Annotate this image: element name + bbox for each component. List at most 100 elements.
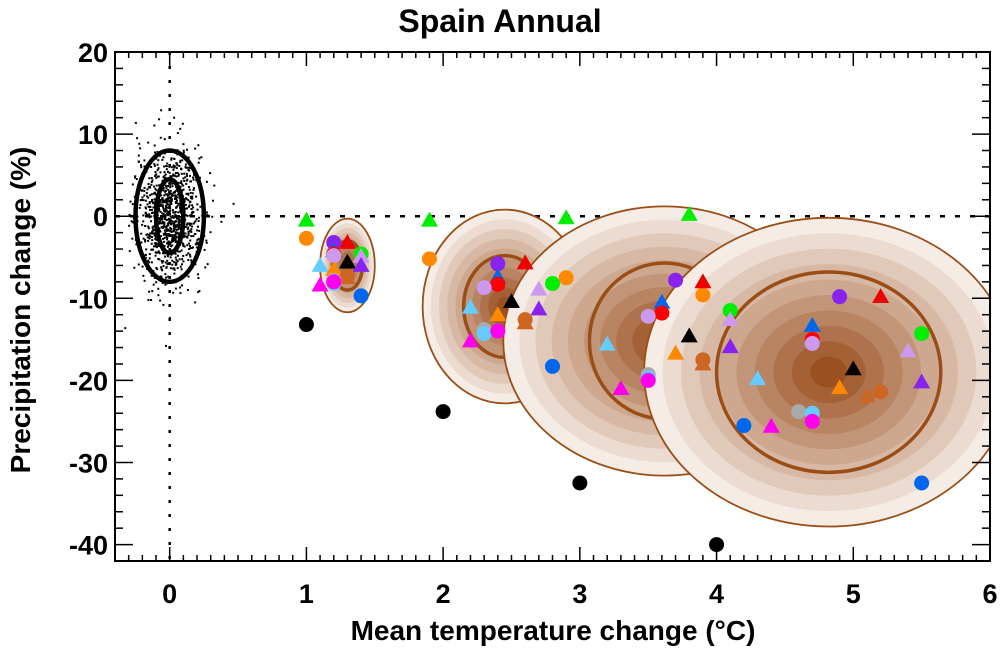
nv-scatter-point bbox=[183, 172, 186, 175]
red-triangle-marker bbox=[694, 273, 712, 289]
nv-scatter-point bbox=[163, 223, 166, 226]
nv-scatter-point bbox=[232, 202, 235, 205]
nv-scatter-point bbox=[166, 224, 169, 227]
nv-scatter-point bbox=[163, 165, 166, 168]
nv-scatter-point bbox=[197, 237, 200, 240]
nv-scatter-point bbox=[179, 159, 182, 162]
nv-scatter-point bbox=[183, 198, 186, 201]
lavender-triangle-marker bbox=[352, 247, 370, 263]
nv-scatter-point bbox=[168, 182, 171, 185]
nv-scatter-point bbox=[170, 202, 173, 205]
black-circle-marker bbox=[709, 537, 725, 553]
nv-scatter-point bbox=[163, 244, 166, 247]
nv-scatter-point bbox=[171, 235, 174, 238]
nv-scatter-point bbox=[197, 241, 200, 244]
nv-scatter-point bbox=[141, 196, 144, 199]
lavender-triangle-marker bbox=[899, 342, 917, 358]
nv-scatter-point bbox=[164, 190, 167, 193]
x-tick-label: 3 bbox=[572, 579, 587, 609]
nv-scatter-point bbox=[206, 213, 209, 216]
nv-scatter-point bbox=[185, 223, 188, 226]
nv-scatter-point bbox=[184, 232, 187, 235]
nv-scatter-point bbox=[170, 166, 173, 169]
red-triangle-marker bbox=[516, 254, 534, 270]
nv-scatter-point bbox=[161, 220, 164, 223]
nv-scatter-point bbox=[157, 167, 160, 170]
nv-scatter-point bbox=[164, 173, 167, 176]
nv-scatter-point bbox=[173, 268, 176, 271]
nv-scatter-point bbox=[176, 231, 179, 234]
nv-scatter-point bbox=[165, 234, 168, 237]
nv-scatter-point bbox=[174, 252, 177, 255]
nv-scatter-point bbox=[163, 224, 166, 227]
nv-scatter-point bbox=[155, 173, 158, 176]
nv-scatter-point bbox=[189, 200, 192, 203]
nv-scatter-point bbox=[130, 220, 133, 223]
nv-scatter-point bbox=[168, 206, 171, 209]
skyblue-circle-marker bbox=[476, 326, 492, 342]
nv-scatter-point bbox=[128, 213, 131, 216]
nv-scatter-point bbox=[171, 182, 174, 185]
nv-scatter-point bbox=[131, 183, 134, 186]
nv-scatter-point bbox=[183, 245, 186, 248]
nv-scatter-point bbox=[189, 191, 192, 194]
nv-scatter-point bbox=[151, 239, 154, 242]
nv-scatter-point bbox=[187, 232, 190, 235]
nv-scatter-point bbox=[152, 245, 155, 248]
nv-scatter-point bbox=[186, 207, 189, 210]
y-tick-label: -20 bbox=[69, 366, 108, 396]
nv-scatter-point bbox=[154, 170, 157, 173]
nv-scatter-point bbox=[164, 273, 167, 276]
nv-scatter-point bbox=[143, 165, 146, 168]
inner-contour bbox=[714, 270, 943, 475]
nv-scatter-point bbox=[172, 173, 175, 176]
nv-scatter-point bbox=[151, 248, 154, 251]
nv-scatter-point bbox=[146, 236, 149, 239]
nv-scatter-point bbox=[164, 344, 167, 347]
nv-scatter-point bbox=[191, 195, 194, 198]
chart-title: Spain Annual bbox=[398, 3, 601, 39]
nv-scatter-point bbox=[164, 283, 167, 286]
y-tick-label: 10 bbox=[78, 120, 108, 150]
nv-scatter-point bbox=[182, 260, 185, 263]
nv-scatter-point bbox=[173, 272, 176, 275]
nv-scatter-point bbox=[148, 213, 151, 216]
nv-scatter-point bbox=[194, 147, 197, 150]
nv-scatter-point bbox=[165, 228, 168, 231]
nv-scatter-point bbox=[188, 174, 191, 177]
nv-scatter-point bbox=[142, 237, 145, 240]
nv-scatter-point bbox=[196, 203, 199, 206]
nv-scatter-point bbox=[170, 234, 173, 237]
nv-scatter-point bbox=[162, 303, 165, 306]
purple-circle-marker bbox=[832, 289, 848, 305]
nv-scatter-point bbox=[150, 242, 153, 245]
nv-scatter-point bbox=[181, 258, 184, 261]
nv-scatter-point bbox=[166, 233, 169, 236]
nv-scatter-point bbox=[163, 174, 166, 177]
blue-circle-marker bbox=[353, 288, 369, 304]
nv-scatter-point bbox=[190, 235, 193, 238]
nv-scatter-point bbox=[150, 177, 153, 180]
nv-scatter-point bbox=[182, 149, 185, 152]
nv-scatter-point bbox=[212, 199, 215, 202]
nv-scatter-point bbox=[184, 197, 187, 200]
nv-scatter-point bbox=[179, 227, 182, 230]
nv-scatter-point bbox=[187, 259, 190, 262]
nv-scatter-point bbox=[179, 185, 182, 188]
nv-scatter-point bbox=[171, 193, 174, 196]
nv-scatter-point bbox=[169, 256, 172, 259]
nv-scatter-point bbox=[147, 205, 150, 208]
nv-scatter-point bbox=[146, 195, 149, 198]
nv-scatter-point bbox=[150, 183, 153, 186]
nv-scatter-point bbox=[144, 212, 147, 215]
nv-scatter-point bbox=[147, 196, 150, 199]
nv-scatter-point bbox=[180, 180, 183, 183]
nv-scatter-point bbox=[151, 202, 154, 205]
nv-scatter-point bbox=[197, 276, 200, 279]
nv-scatter-point bbox=[147, 225, 150, 228]
nv-scatter-point bbox=[162, 265, 165, 268]
nv-scatter-point bbox=[205, 241, 208, 244]
reference-lines bbox=[115, 52, 990, 561]
magenta-triangle-marker bbox=[612, 380, 630, 395]
purple-circle-marker bbox=[668, 272, 684, 288]
